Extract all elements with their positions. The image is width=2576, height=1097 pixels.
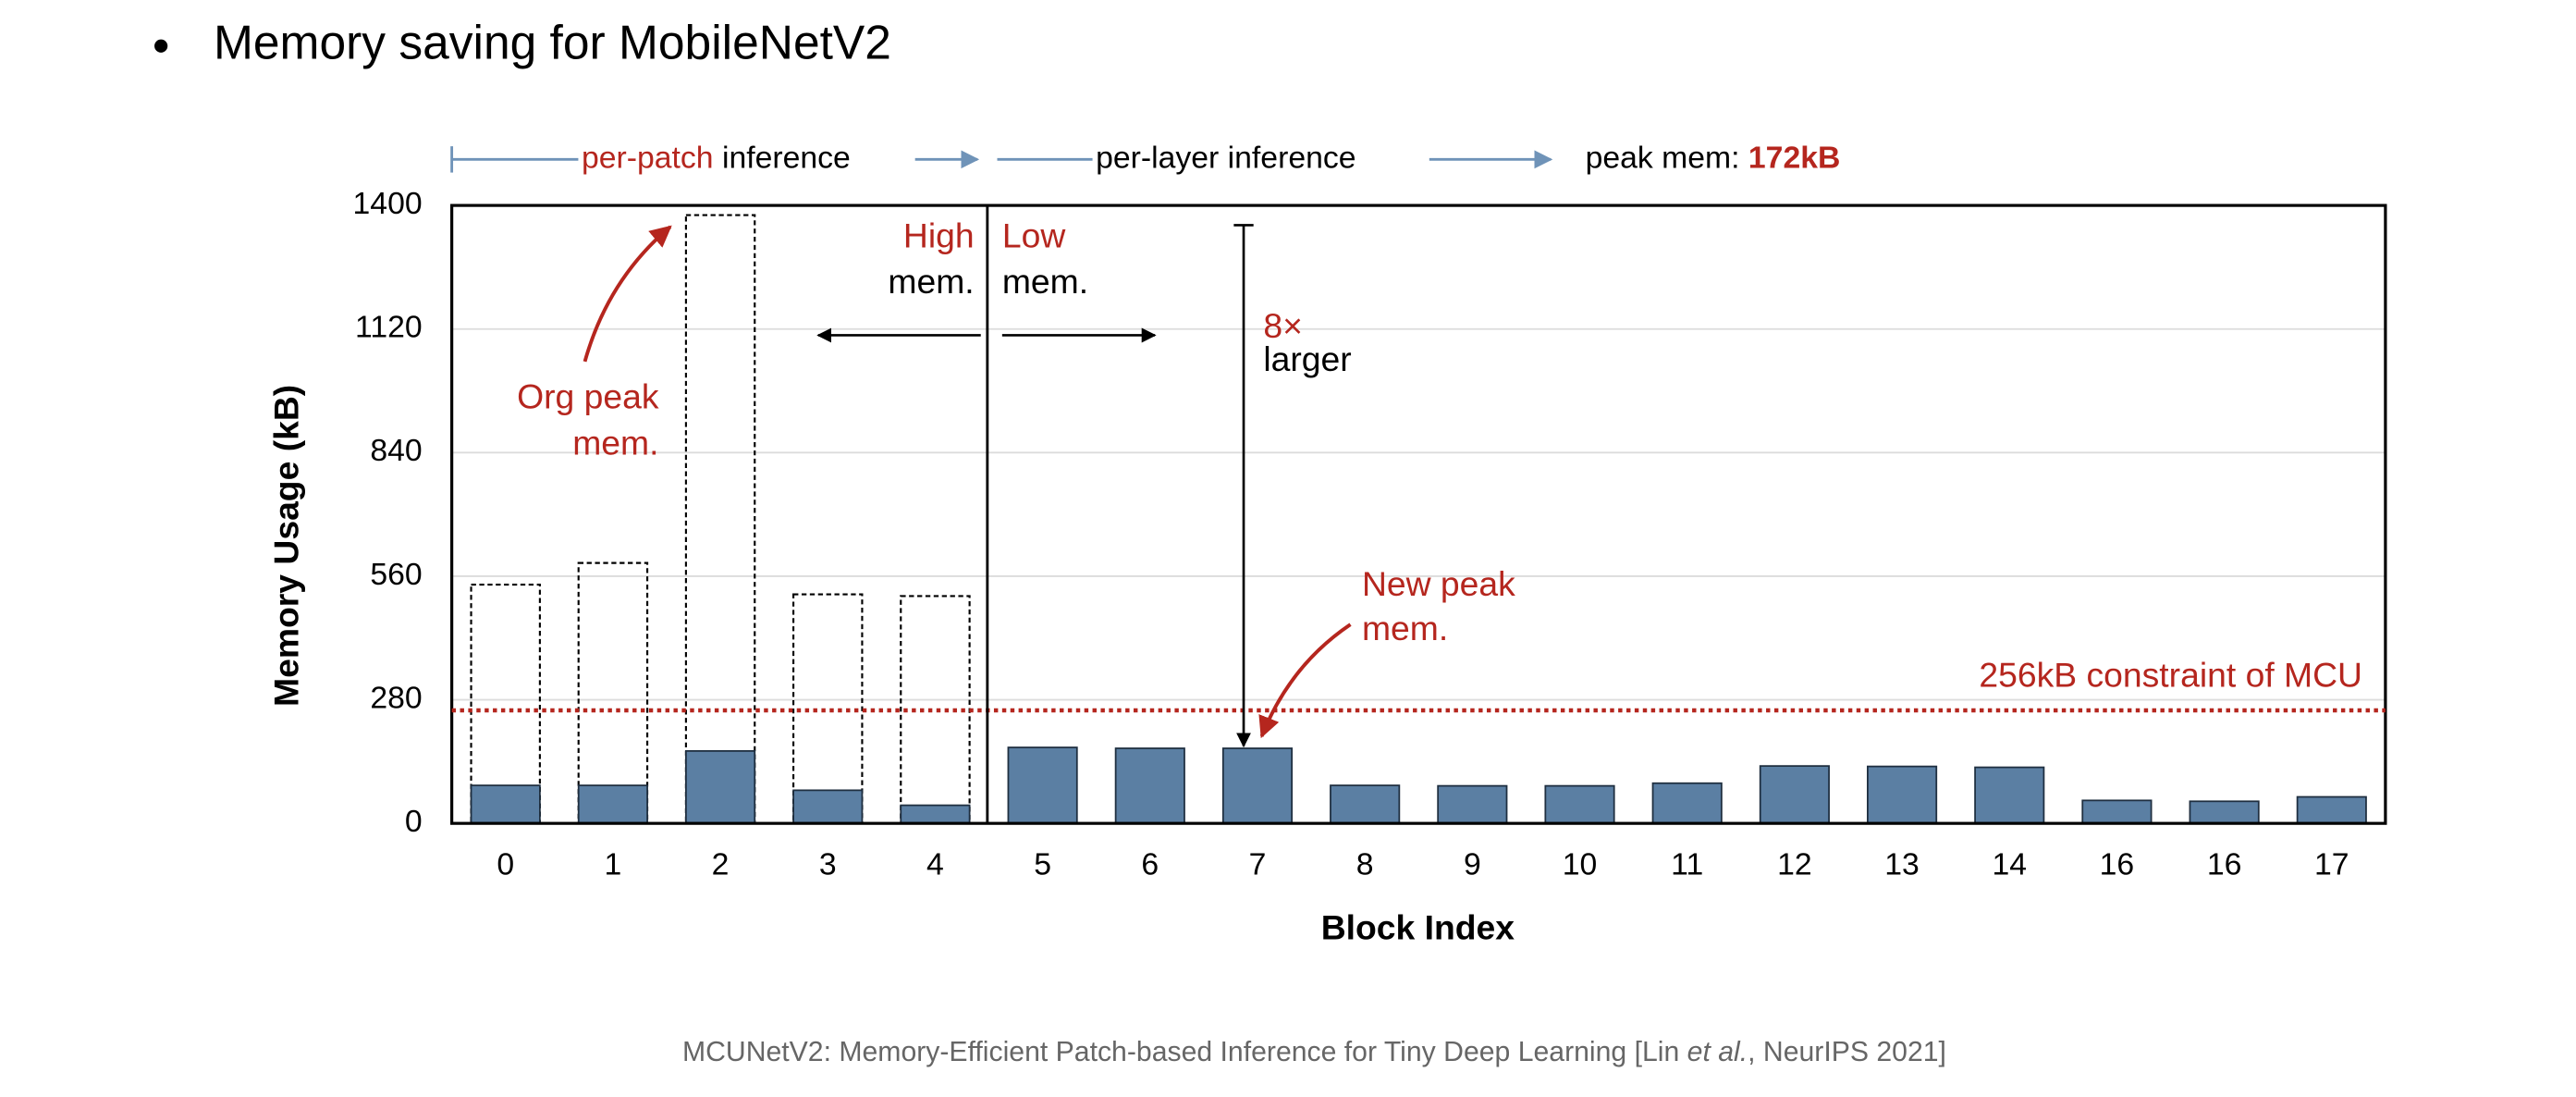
- bar: [1114, 747, 1185, 825]
- x-tick-label: 16: [2100, 846, 2135, 881]
- y-tick-label: 560: [370, 557, 422, 592]
- original-peak-bar: [470, 583, 541, 825]
- bar: [577, 784, 648, 825]
- citation: MCUNetV2: Memory-Efficient Patch-based I…: [682, 1037, 1946, 1067]
- x-tick-label: 5: [1034, 846, 1051, 881]
- x-tick-label: 2: [712, 846, 730, 881]
- bar: [1974, 766, 2045, 825]
- header-label: per-patch inference: [582, 140, 851, 175]
- original-peak-bar: [792, 593, 864, 825]
- header-text: peak mem:: [1586, 140, 1748, 175]
- annotation: Org peak: [517, 377, 659, 416]
- bar: [1007, 746, 1078, 825]
- annotation: mem.: [1362, 609, 1448, 647]
- x-axis-label: Block Index: [1321, 908, 1515, 947]
- y-tick-label: 840: [370, 433, 422, 468]
- annotation: larger: [1263, 339, 1351, 378]
- x-tick-label: 10: [1563, 846, 1598, 881]
- bar: [1437, 784, 1508, 825]
- bar: [685, 750, 756, 825]
- header-text: per-layer inference: [1096, 140, 1355, 175]
- bar: [1759, 765, 1830, 825]
- header-arrows: [450, 146, 1553, 173]
- y-tick-label: 0: [405, 804, 423, 839]
- x-tick-label: 7: [1249, 846, 1267, 881]
- x-tick-label: 3: [819, 846, 837, 881]
- bar: [1544, 784, 1615, 825]
- x-tick-label: 9: [1464, 846, 1481, 881]
- header-text: 172kB: [1748, 140, 1840, 175]
- annotation: mem.: [1002, 262, 1088, 301]
- y-tick-label: 280: [370, 680, 422, 715]
- x-tick-label: 0: [497, 846, 514, 881]
- arrow: [583, 225, 672, 363]
- x-tick-label: 17: [2314, 846, 2349, 881]
- citation-text: , NeurIPS 2021]: [1748, 1037, 1946, 1067]
- citation-text: MCUNetV2: Memory-Efficient Patch-based I…: [682, 1037, 1687, 1067]
- x-tick-label: 6: [1141, 846, 1159, 881]
- arrow: [1258, 622, 1352, 739]
- original-peak-bar: [577, 561, 649, 825]
- x-tick-label: 14: [1992, 846, 2027, 881]
- bar: [1651, 782, 1723, 825]
- header-text: inference: [714, 140, 851, 175]
- x-tick-label: 1: [605, 846, 622, 881]
- annotation: Low: [1002, 216, 1066, 254]
- header-text: per-patch: [582, 140, 714, 175]
- x-tick-label: 16: [2207, 846, 2242, 881]
- original-peak-bar: [900, 595, 971, 825]
- header-label: peak mem: 172kB: [1586, 140, 1841, 175]
- annotation: New peak: [1362, 564, 1515, 603]
- x-tick-label: 11: [1671, 846, 1703, 881]
- y-tick-label: 1400: [353, 186, 423, 221]
- bar: [2296, 795, 2367, 825]
- x-tick-label: 13: [1884, 846, 1920, 881]
- annotation: High: [903, 216, 975, 254]
- bar: [900, 804, 971, 825]
- bar: [1867, 765, 1938, 825]
- bullet: [154, 39, 168, 53]
- plot-frame: [450, 203, 2387, 825]
- annotation: mem.: [572, 423, 658, 462]
- bar: [2081, 799, 2153, 825]
- citation-text: et al.: [1687, 1037, 1748, 1067]
- bar: [470, 784, 541, 825]
- bar: [1330, 784, 1401, 825]
- slide-title: Memory saving for MobileNetV2: [214, 15, 891, 68]
- y-axis-label: Memory Usage (kB): [267, 385, 306, 707]
- x-tick-label: 12: [1777, 846, 1812, 881]
- bar: [1221, 747, 1294, 825]
- annotation: 8×: [1263, 306, 1303, 345]
- x-tick-label: 8: [1356, 846, 1374, 881]
- annotation: mem.: [888, 262, 974, 301]
- bar: [2189, 800, 2260, 825]
- constraint-label: 256kB constraint of MCU: [1979, 655, 2362, 694]
- original-peak-bar: [684, 214, 756, 825]
- header-label: per-layer inference: [1096, 140, 1355, 175]
- y-tick-label: 1120: [355, 310, 423, 345]
- x-tick-label: 4: [926, 846, 944, 881]
- bar: [792, 789, 864, 825]
